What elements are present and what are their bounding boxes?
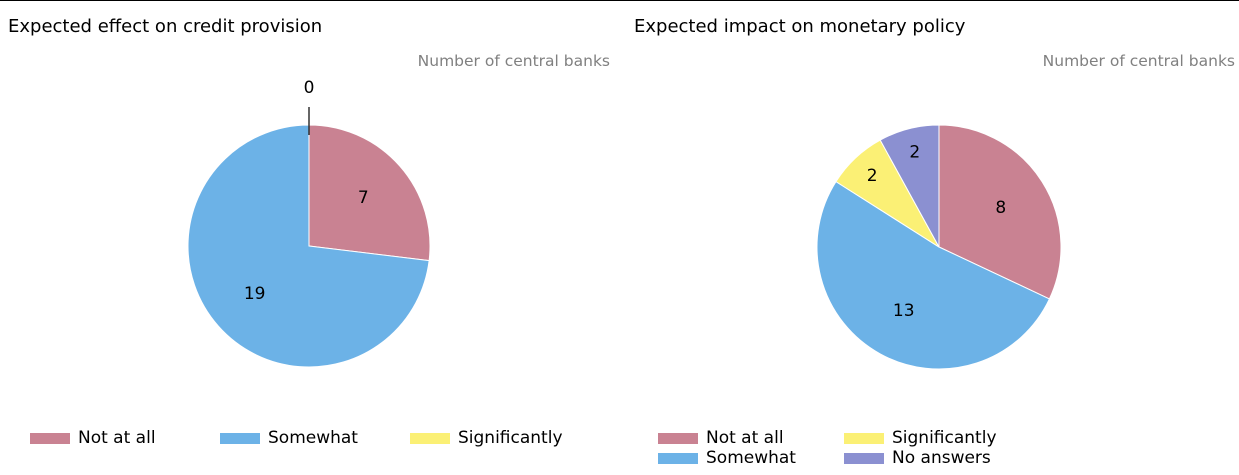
legend-label: Not at all [78, 428, 156, 448]
legend-swatch [658, 433, 698, 444]
pie-slice-somewhat [187, 124, 430, 368]
legend-swatch [844, 453, 884, 464]
legend-label: Significantly [892, 428, 997, 448]
data-label-not-at-all: 7 [358, 188, 369, 208]
legend-swatch [658, 453, 698, 464]
data-label-no-answers: 2 [909, 142, 920, 162]
data-label-significantly: 0 [304, 78, 315, 98]
data-label-not-at-all: 8 [995, 198, 1006, 218]
data-label-significantly: 2 [867, 166, 878, 186]
unit-label: Number of central banks [417, 52, 610, 70]
chart-title: Expected effect on credit provision [8, 16, 323, 37]
unit-label: Number of central banks [1042, 52, 1235, 70]
legend-label: No answers [892, 448, 991, 468]
chart-title: Expected impact on monetary policy [634, 16, 966, 37]
legend-label: Not at all [706, 428, 784, 448]
pie-slice-not-at-all [938, 124, 1062, 300]
legend-label: Significantly [458, 428, 563, 448]
pie-slice-not-at-all [308, 124, 431, 262]
pie-chart-monetary-policy: 8 13 2 2 [816, 124, 1062, 370]
legend-swatch [220, 433, 260, 444]
legend-swatch [410, 433, 450, 444]
top-rule [0, 0, 1239, 1]
data-label-somewhat: 13 [893, 301, 915, 321]
pie-slice-somewhat [816, 180, 1051, 370]
data-label-somewhat: 19 [244, 284, 266, 304]
chart-panel-monetary-policy: Expected impact on monetary policy Numbe… [628, 0, 1239, 475]
legend-swatch [844, 433, 884, 444]
pie-slice-no-answers [879, 124, 940, 248]
legend-swatch [30, 433, 70, 444]
pie-chart-credit-provision: 7 19 0 [187, 78, 431, 368]
legend-label: Somewhat [268, 428, 358, 448]
legend-label: Somewhat [706, 448, 796, 468]
chart-panel-credit-provision: Expected effect on credit provision Numb… [8, 16, 610, 448]
